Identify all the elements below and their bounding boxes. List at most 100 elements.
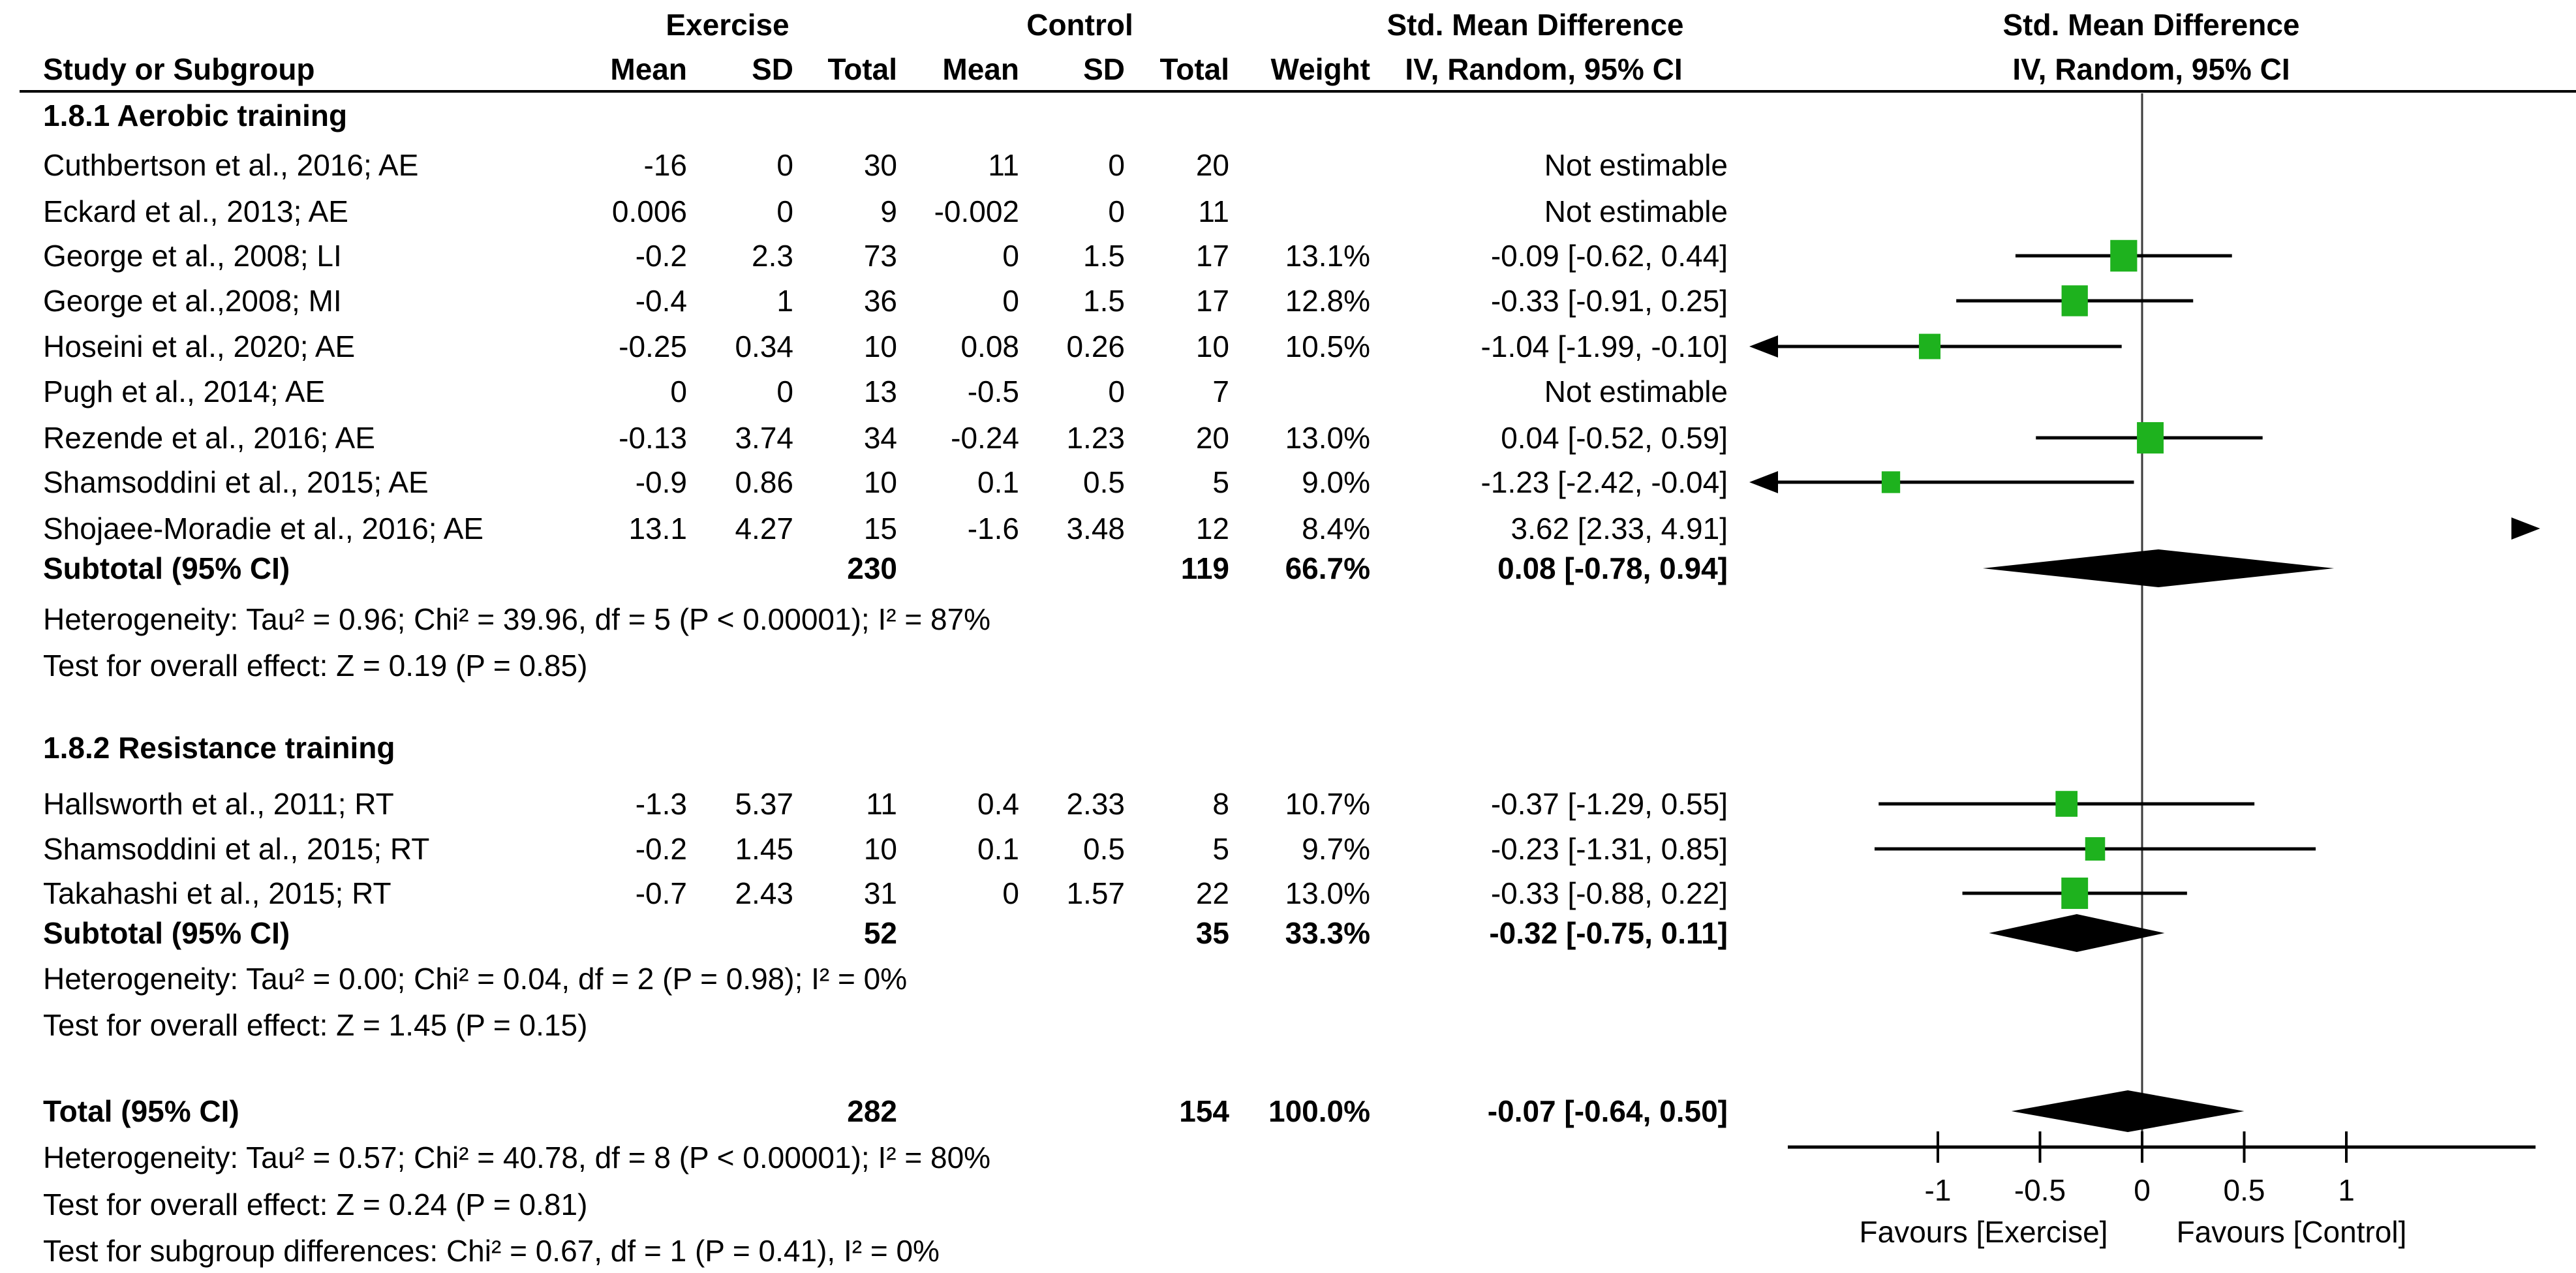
cell-total2: 20 — [1195, 421, 1229, 455]
cell-weight: 10.5% — [1285, 330, 1370, 363]
cell-total1: 282 — [847, 1094, 897, 1128]
pooled-diamond — [1989, 914, 2165, 952]
header-weight: Weight — [1270, 52, 1370, 86]
study-weight-marker — [2061, 877, 2089, 910]
cell-total2: 11 — [1198, 194, 1229, 228]
cell-ci: 0.04 [-0.52, 0.59] — [1501, 421, 1728, 455]
cell-total2: 5 — [1212, 465, 1229, 499]
study-label: Eckard et al., 2013; AE — [43, 194, 348, 228]
header-mean-ctrl: Mean — [942, 52, 1019, 86]
cell-mean1: 0 — [670, 375, 687, 408]
cell-total1: 10 — [863, 465, 897, 499]
cell-total2: 17 — [1195, 284, 1229, 318]
subgroup-title: 1.8.1 Aerobic training — [43, 99, 348, 132]
cell-sd2: 0 — [1108, 375, 1125, 408]
favours-right-label: Favours [Control] — [2177, 1215, 2407, 1249]
cell-ci: 0.08 [-0.78, 0.94] — [1497, 551, 1728, 585]
cell-weight: 8.4% — [1302, 512, 1370, 545]
cell-total1: 15 — [863, 512, 897, 545]
overall-effect-line: Test for overall effect: Z = 0.24 (P = 0… — [43, 1188, 588, 1221]
cell-ci: -1.04 [-1.99, -0.10] — [1480, 330, 1728, 363]
header-sd-ctrl: SD — [1083, 52, 1125, 86]
favours-left-label: Favours [Exercise] — [1860, 1215, 2108, 1249]
axis-tick-label: 0 — [2134, 1173, 2151, 1207]
cell-weight: 13.1% — [1285, 239, 1370, 273]
cell-weight: 13.0% — [1285, 876, 1370, 910]
offscale-left-arrow — [1749, 471, 1778, 493]
study-label: Cuthbertson et al., 2016; AE — [43, 148, 419, 182]
study-weight-marker — [2061, 285, 2088, 316]
cell-sd1: 0 — [776, 148, 793, 182]
cell-sd2: 2.33 — [1066, 787, 1125, 821]
cell-weight: 66.7% — [1285, 551, 1370, 585]
cell-sd1: 2.43 — [735, 876, 793, 910]
cell-mean2: 0 — [1002, 239, 1019, 273]
cell-sd2: 1.5 — [1083, 284, 1125, 318]
cell-total1: 230 — [847, 551, 897, 585]
heterogeneity-line: Heterogeneity: Tau² = 0.57; Chi² = 40.78… — [43, 1141, 991, 1174]
overall-effect-line: Test for overall effect: Z = 1.45 (P = 0… — [43, 1008, 588, 1042]
cell-total2: 8 — [1212, 787, 1229, 821]
cell-sd2: 1.5 — [1083, 239, 1125, 273]
cell-sd1: 1.45 — [735, 832, 793, 866]
cell-total2: 22 — [1195, 876, 1229, 910]
study-weight-marker — [2055, 791, 2078, 817]
cell-sd2: 0.5 — [1083, 465, 1125, 499]
cell-mean2: 0 — [1002, 284, 1019, 318]
study-weight-marker — [2137, 422, 2164, 454]
cell-sd2: 0.5 — [1083, 832, 1125, 866]
cell-ci: -0.33 [-0.91, 0.25] — [1490, 284, 1728, 318]
axis-tick-label: -0.5 — [2014, 1173, 2066, 1207]
cell-sd1: 1 — [776, 284, 793, 318]
cell-mean2: -0.5 — [967, 375, 1019, 408]
header-smd-right: Std. Mean Difference — [2002, 8, 2300, 42]
cell-sd2: 0.26 — [1066, 330, 1125, 363]
cell-sd2: 1.23 — [1066, 421, 1125, 455]
cell-weight: 10.7% — [1285, 787, 1370, 821]
cell-mean2: 11 — [988, 148, 1019, 182]
cell-mean1: -0.25 — [619, 330, 687, 363]
study-label: Takahashi et al., 2015; RT — [43, 876, 391, 910]
cell-sd1: 4.27 — [735, 512, 793, 545]
cell-ci: -0.37 [-1.29, 0.55] — [1490, 787, 1728, 821]
header-smd-left: Std. Mean Difference — [1387, 8, 1684, 42]
study-label: George et al., 2008; LI — [43, 239, 342, 273]
header-iv-left: IV, Random, 95% CI — [1405, 52, 1683, 86]
cell-mean1: 0.006 — [611, 194, 687, 228]
cell-sd2: 1.57 — [1066, 876, 1125, 910]
study-label: Hoseini et al., 2020; AE — [43, 330, 356, 363]
cell-total2: 17 — [1195, 239, 1229, 273]
header-iv-right: IV, Random, 95% CI — [2012, 52, 2290, 86]
cell-mean2: 0.08 — [960, 330, 1019, 363]
cell-total1: 34 — [863, 421, 897, 455]
cell-sd1: 0 — [776, 375, 793, 408]
offscale-left-arrow — [1749, 335, 1778, 358]
study-label: Shojaee-Moradie et al., 2016; AE — [43, 512, 484, 545]
header-group-exercise: Exercise — [666, 8, 790, 42]
cell-total1: 30 — [863, 148, 897, 182]
cell-mean2: -1.6 — [967, 512, 1019, 545]
cell-sd1: 0.34 — [735, 330, 793, 363]
study-label: Subtotal (95% CI) — [43, 916, 290, 950]
cell-total2: 5 — [1212, 832, 1229, 866]
pooled-diamond — [2011, 1090, 2245, 1132]
pooled-diamond — [1982, 549, 2335, 587]
overall-effect-line: Test for overall effect: Z = 0.19 (P = 0… — [43, 649, 588, 683]
cell-ci: -0.07 [-0.64, 0.50] — [1487, 1094, 1728, 1128]
cell-mean1: -0.7 — [635, 876, 687, 910]
cell-mean1: -0.13 — [619, 421, 687, 455]
cell-total1: 10 — [863, 832, 897, 866]
cell-ci: -0.23 [-1.31, 0.85] — [1490, 832, 1728, 866]
cell-weight: 33.3% — [1285, 916, 1370, 950]
cell-mean1: -1.3 — [635, 787, 687, 821]
heterogeneity-line: Heterogeneity: Tau² = 0.00; Chi² = 0.04,… — [43, 962, 908, 996]
study-weight-marker — [1918, 333, 1940, 360]
header-sd-ex: SD — [752, 52, 793, 86]
cell-sd1: 2.3 — [752, 239, 793, 273]
cell-weight: 13.0% — [1285, 421, 1370, 455]
subgroup-title: 1.8.2 Resistance training — [43, 731, 395, 765]
cell-ci: -0.32 [-0.75, 0.11] — [1489, 916, 1728, 950]
offscale-right-arrow — [2511, 517, 2540, 540]
cell-sd1: 0 — [776, 194, 793, 228]
